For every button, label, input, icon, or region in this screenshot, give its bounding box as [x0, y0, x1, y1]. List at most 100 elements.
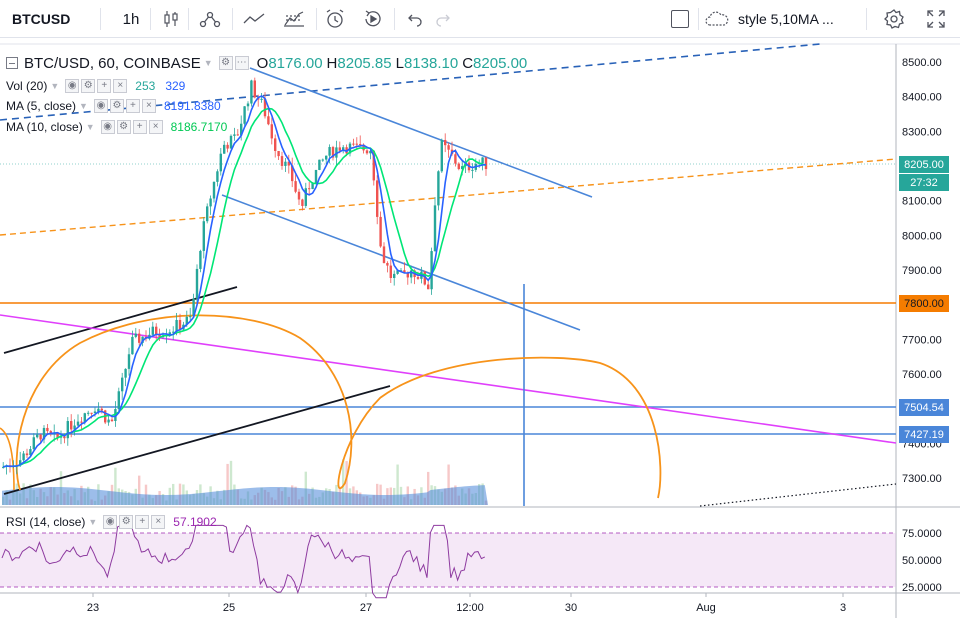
chevron-down-icon[interactable]: ▼ — [85, 122, 95, 132]
candle-body — [226, 144, 229, 149]
channel-upper-line[interactable] — [249, 67, 593, 198]
volume-bars — [2, 459, 488, 505]
volume-bar — [226, 463, 229, 505]
candle-body — [260, 98, 263, 100]
add-icon[interactable]: + — [97, 79, 112, 93]
ma5-title[interactable]: MA (5, close) — [6, 99, 77, 113]
candle-body — [454, 154, 457, 164]
ma5-value: 8191.8380 — [163, 99, 221, 113]
orange-arc-left[interactable] — [0, 427, 15, 491]
settings-small-icon[interactable]: ⚙ — [81, 79, 96, 93]
time-axis-label: Aug — [696, 602, 716, 614]
checkbox-toggle[interactable] — [668, 0, 692, 38]
close-icon[interactable]: × — [151, 515, 166, 529]
add-icon[interactable]: + — [132, 120, 147, 134]
rsi-axis[interactable]: 75.0000 50.0000 25.0000 — [902, 528, 942, 594]
chevron-down-icon[interactable]: ▼ — [88, 517, 98, 527]
candle-body — [46, 427, 49, 432]
line-tool-icon[interactable] — [240, 0, 268, 38]
dotted-trendline[interactable] — [699, 483, 897, 507]
candle-body — [90, 412, 93, 414]
candle-body — [39, 434, 42, 440]
price-axis-label: 7300.00 — [902, 473, 942, 485]
candle-body — [335, 147, 338, 158]
candle-body — [263, 98, 267, 117]
candle-body — [240, 123, 243, 136]
candle-body — [396, 270, 399, 274]
candles-icon[interactable] — [158, 0, 184, 38]
candle-body — [138, 333, 141, 343]
magenta-trendline[interactable] — [0, 314, 897, 444]
toolbar-divider — [698, 8, 699, 30]
ma10-title[interactable]: MA (10, close) — [6, 120, 83, 134]
close-icon[interactable]: × — [148, 120, 163, 134]
chevron-down-icon[interactable]: ▼ — [203, 58, 213, 68]
ohlc-close: C8205.00 — [462, 54, 528, 72]
candle-body — [236, 134, 239, 136]
black-channel-lower[interactable] — [3, 385, 391, 495]
price-axis[interactable]: 8500.008400.008300.008200.008100.008000.… — [902, 57, 942, 485]
close-icon[interactable]: × — [113, 79, 128, 93]
eye-icon[interactable]: ◉ — [65, 79, 80, 93]
chevron-down-icon[interactable]: ▼ — [79, 101, 88, 111]
more-small-icon[interactable]: ⋯ — [234, 56, 249, 70]
toolbar-divider — [232, 8, 233, 30]
candle-body — [151, 326, 154, 335]
close-icon[interactable]: × — [141, 99, 156, 113]
chevron-down-icon[interactable]: ▼ — [50, 81, 60, 91]
add-icon[interactable]: + — [135, 515, 150, 529]
ohlc-high: H8205.85 — [326, 54, 392, 72]
volume-legend: Vol (20) ▼ ◉ ⚙ + × 253 329 — [6, 77, 185, 95]
fullscreen-icon[interactable] — [922, 0, 950, 38]
add-icon[interactable]: + — [125, 99, 140, 113]
ma5-line[interactable] — [3, 95, 487, 468]
candle-body — [471, 169, 474, 171]
candle-body — [297, 191, 301, 200]
interval-button[interactable]: 1h — [122, 10, 140, 28]
volume-bar — [229, 460, 233, 505]
rsi-line[interactable] — [1, 524, 486, 599]
rsi-title[interactable]: RSI (14, close) — [6, 515, 86, 529]
main-series-title[interactable]: BTC/USD, 60, COINBASE — [24, 54, 201, 72]
replay-icon[interactable] — [360, 0, 386, 38]
candle-body — [229, 135, 233, 149]
candle-body — [301, 199, 304, 206]
time-axis[interactable]: 23 25 27 12:00 30 Aug 3 — [87, 593, 846, 614]
candle-body — [382, 246, 386, 263]
price-axis-label: 8300.00 — [902, 126, 942, 138]
candle-body — [42, 427, 46, 440]
volume-bar — [376, 483, 379, 505]
settings-small-icon[interactable]: ⚙ — [119, 515, 134, 529]
channel-lower-line[interactable] — [221, 194, 581, 331]
volume-bar — [178, 483, 182, 505]
toolbar-divider — [866, 8, 867, 30]
fib-icon[interactable] — [280, 0, 308, 38]
candle-body — [369, 150, 372, 154]
candle-body — [308, 188, 311, 190]
candle-body — [97, 408, 100, 412]
indicators-icon[interactable] — [196, 0, 224, 38]
eye-icon[interactable]: ◉ — [100, 120, 115, 134]
chart-canvas[interactable]: 8500.008400.008300.008200.008100.008000.… — [0, 38, 960, 618]
settings-icon[interactable] — [880, 0, 908, 38]
chart-style-dropdown[interactable]: style 5,10MA ... — [704, 0, 852, 38]
eye-icon[interactable]: ◉ — [93, 99, 108, 113]
candle-body — [121, 377, 124, 392]
settings-small-icon[interactable]: ⚙ — [218, 56, 233, 70]
candle-body — [206, 206, 209, 222]
symbol-search-button[interactable]: BTCUSD — [12, 11, 71, 27]
candle-body — [2, 466, 5, 468]
undo-icon[interactable] — [402, 0, 426, 38]
eye-icon[interactable]: ◉ — [103, 515, 118, 529]
redo-icon[interactable] — [432, 0, 456, 38]
settings-small-icon[interactable]: ⚙ — [109, 99, 124, 113]
orange-arc-drawing[interactable] — [15, 314, 662, 499]
alert-icon[interactable] — [322, 0, 348, 38]
volume-title[interactable]: Vol (20) — [6, 79, 48, 93]
candle-body — [430, 251, 433, 290]
candle-body — [22, 453, 25, 461]
collapse-legend-button[interactable] — [6, 57, 18, 69]
ma10-line[interactable] — [3, 107, 487, 468]
candle-body — [386, 262, 389, 266]
settings-small-icon[interactable]: ⚙ — [116, 120, 131, 134]
